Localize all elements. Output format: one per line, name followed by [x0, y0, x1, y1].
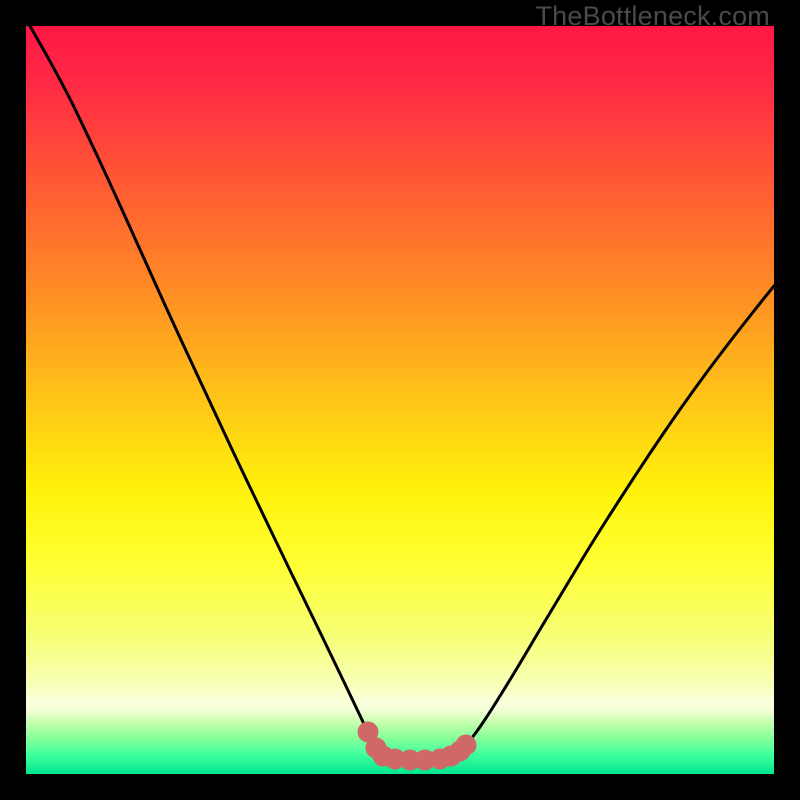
bottleneck-curve-chart: [26, 26, 774, 774]
marker-dot: [456, 735, 476, 755]
gradient-background: [26, 26, 774, 774]
watermark-text: TheBottleneck.com: [535, 1, 770, 32]
plot-area: [26, 26, 774, 774]
